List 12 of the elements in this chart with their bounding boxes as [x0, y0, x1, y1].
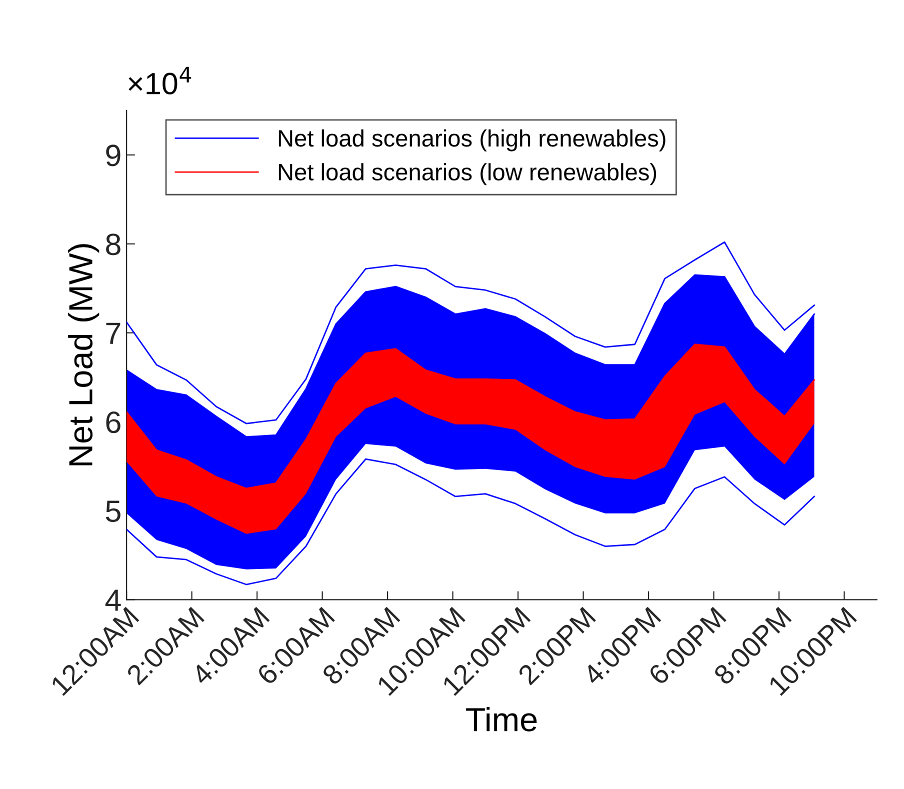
y-tick-label: 6: [106, 411, 120, 434]
legend-label: Net load scenarios (low renewables): [278, 163, 656, 186]
y-tick-label: 5: [106, 500, 120, 522]
y-tick-label: 8: [106, 234, 120, 256]
x-axis-title: Time: [466, 706, 537, 732]
text: ×10$^{4}$: [128, 66, 192, 94]
line-series: [126, 458, 815, 586]
line-series: [126, 241, 815, 424]
legend-label: Net load scenarios (high renewables): [278, 129, 666, 152]
y-axis-title: Net Load (MW): [68, 244, 100, 466]
y-tick-label: 9: [106, 144, 120, 166]
y-tick-label: 7: [106, 322, 120, 344]
